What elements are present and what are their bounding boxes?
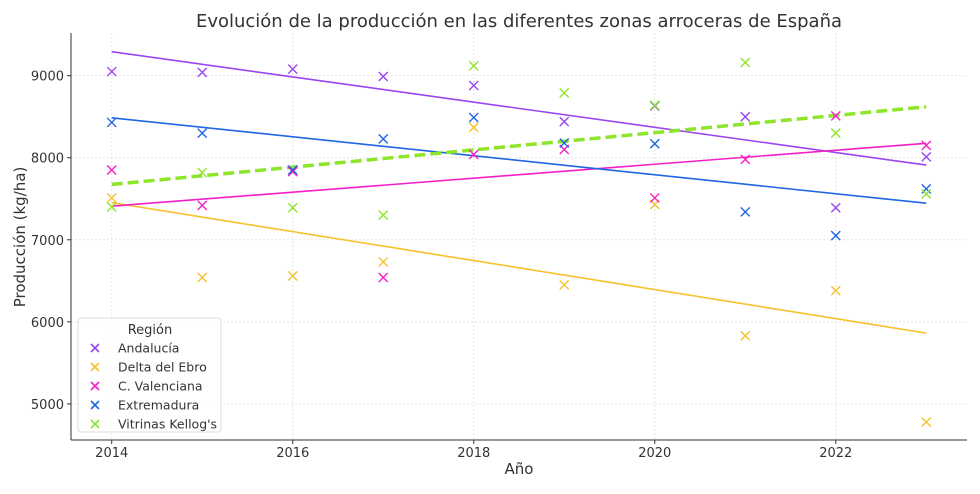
legend-title: Región — [128, 323, 173, 338]
data-point — [287, 165, 298, 176]
x-tick-label: 2016 — [276, 446, 309, 461]
legend-entry-label: C. Valenciana — [118, 379, 203, 394]
data-point — [921, 183, 932, 194]
data-point — [740, 330, 751, 341]
data-point — [106, 117, 117, 128]
data-point — [106, 201, 117, 212]
y-tick-label: 6000 — [31, 316, 64, 331]
legend-marker-x-icon — [90, 343, 100, 353]
legend-entry-label: Extremadura — [118, 398, 199, 413]
data-point — [287, 270, 298, 281]
y-axis-label: Producción (kg/ha) — [11, 167, 29, 308]
data-point — [921, 140, 932, 151]
data-point — [559, 137, 570, 148]
data-point — [378, 210, 389, 221]
data-point — [197, 200, 208, 211]
chart-title: Evolución de la producción en las difere… — [196, 11, 842, 32]
data-point — [287, 202, 298, 213]
data-point — [830, 202, 841, 213]
data-point — [106, 192, 117, 203]
y-tick-label: 9000 — [31, 70, 64, 85]
data-point — [559, 116, 570, 127]
trend-line — [111, 142, 927, 207]
legend: Región Andalucía Delta del Ebro C. Valenci… — [77, 317, 222, 433]
y-tick-label: 8000 — [31, 152, 64, 167]
data-point — [830, 285, 841, 296]
data-point — [197, 67, 208, 78]
data-point — [559, 87, 570, 98]
trend-line — [111, 201, 927, 334]
legend-entry-label: Andalucía — [118, 341, 179, 356]
data-point — [830, 128, 841, 139]
data-point — [197, 128, 208, 139]
data-point — [468, 60, 479, 71]
data-point — [378, 256, 389, 267]
data-point — [378, 133, 389, 144]
data-point — [468, 112, 479, 123]
data-point — [740, 206, 751, 217]
data-point — [740, 111, 751, 122]
data-point — [468, 149, 479, 160]
legend-marker-x-icon — [90, 381, 100, 391]
data-point — [287, 64, 298, 75]
data-point — [106, 165, 117, 176]
data-point — [830, 110, 841, 121]
legend-entry-label: Delta del Ebro — [118, 360, 207, 375]
data-point — [468, 80, 479, 91]
legend-marker-x-icon — [90, 419, 100, 429]
data-point — [921, 188, 932, 199]
y-tick-label: 7000 — [31, 234, 64, 249]
x-axis-label: Año — [505, 460, 534, 478]
data-point — [559, 279, 570, 290]
y-tick-label: 5000 — [31, 398, 64, 413]
data-point — [921, 416, 932, 427]
x-tick-label: 2022 — [819, 446, 852, 461]
data-point — [740, 57, 751, 68]
data-point — [378, 71, 389, 82]
legend-entry-label: Vitrinas Kellog's — [118, 417, 217, 432]
data-point — [197, 272, 208, 283]
trend-line — [111, 117, 927, 205]
data-point — [921, 151, 932, 162]
data-point — [287, 166, 298, 177]
trend-line — [111, 105, 927, 187]
x-tick-label: 2018 — [457, 446, 490, 461]
trend-line — [111, 50, 927, 166]
data-point — [649, 100, 660, 111]
legend-marker-x-icon — [90, 362, 100, 372]
data-point — [468, 122, 479, 133]
data-point — [830, 230, 841, 241]
data-point — [740, 154, 751, 165]
legend-box — [77, 317, 222, 433]
data-point — [106, 66, 117, 77]
data-point — [378, 272, 389, 283]
legend-marker-x-icon — [90, 400, 100, 410]
data-point — [649, 192, 660, 203]
data-point — [197, 167, 208, 178]
x-tick-label: 2014 — [95, 446, 128, 461]
x-tick-label: 2020 — [638, 446, 671, 461]
data-point — [649, 138, 660, 149]
